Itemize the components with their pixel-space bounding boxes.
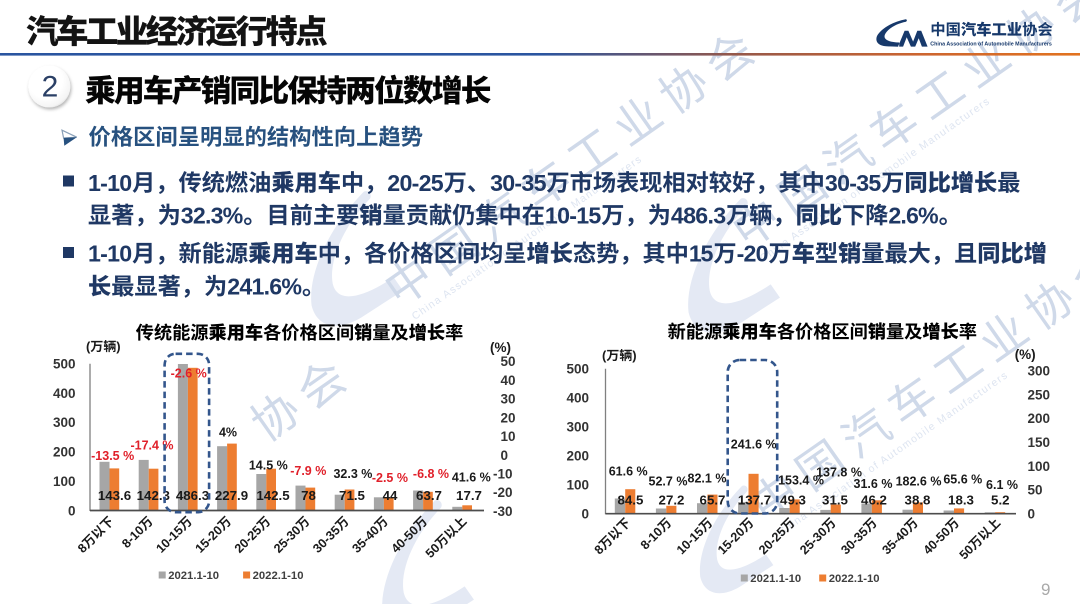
svg-text:41.6 %: 41.6 % [452, 471, 491, 485]
svg-text:500: 500 [53, 357, 76, 372]
svg-text:46.2: 46.2 [861, 492, 887, 507]
svg-text:(: ( [86, 339, 91, 354]
svg-text:-7.9 %: -7.9 % [290, 464, 326, 478]
svg-text:84.5: 84.5 [617, 492, 643, 507]
svg-text:-6.8 %: -6.8 % [413, 467, 449, 481]
svg-text:100: 100 [1028, 459, 1051, 474]
svg-text:30-35: 30-35 [825, 170, 881, 196]
svg-text:100: 100 [53, 474, 76, 489]
svg-text:0: 0 [501, 448, 509, 463]
svg-text:2.6%: 2.6% [888, 202, 938, 228]
svg-text:-17.4 %: -17.4 % [130, 438, 173, 452]
svg-text:-30: -30 [493, 504, 513, 519]
svg-text:486.3: 486.3 [671, 202, 726, 228]
svg-text:200: 200 [566, 449, 589, 464]
svg-text:40: 40 [501, 373, 516, 388]
svg-text:150: 150 [1028, 435, 1051, 450]
svg-text:-20: -20 [737, 241, 769, 267]
svg-text:486.3: 486.3 [176, 488, 209, 503]
svg-text:300: 300 [1028, 364, 1051, 379]
svg-text:18.3: 18.3 [948, 492, 974, 507]
svg-text:61.6 %: 61.6 % [609, 464, 648, 478]
svg-text:2022.1-10: 2022.1-10 [253, 570, 304, 582]
svg-text:82.1 %: 82.1 % [688, 471, 727, 485]
svg-text:400: 400 [566, 391, 589, 406]
svg-text:-13.5 %: -13.5 % [91, 449, 134, 463]
svg-text:44: 44 [383, 488, 398, 503]
svg-text:10-15: 10-15 [545, 202, 601, 228]
svg-text:-20: -20 [493, 485, 513, 500]
svg-text:65.7: 65.7 [700, 492, 726, 507]
svg-text:10: 10 [501, 429, 516, 444]
svg-text:China Association of Automobil: China Association of Automobile Manufact… [930, 41, 1052, 47]
svg-text:27.2: 27.2 [659, 492, 685, 507]
svg-text:137.7: 137.7 [738, 492, 771, 507]
svg-text:(%): (%) [1015, 347, 1036, 362]
svg-text:227.9: 227.9 [215, 488, 248, 503]
svg-text:241.6 %: 241.6 % [731, 437, 777, 451]
svg-text:78: 78 [301, 488, 316, 503]
svg-text:50: 50 [957, 542, 977, 562]
svg-text:300: 300 [53, 415, 76, 430]
svg-text:200: 200 [53, 445, 76, 460]
svg-text:20: 20 [501, 410, 516, 425]
svg-text:250: 250 [1028, 387, 1051, 402]
svg-text:4%: 4% [219, 425, 237, 439]
svg-text:32.3%: 32.3% [181, 202, 244, 228]
svg-text:): ) [632, 348, 636, 363]
svg-text:32.3 %: 32.3 % [333, 467, 372, 481]
svg-text:143.6: 143.6 [98, 488, 131, 503]
svg-text:153.4 %: 153.4 % [778, 473, 824, 487]
svg-text:182.6 %: 182.6 % [896, 474, 942, 488]
svg-text:1-10: 1-10 [88, 241, 132, 267]
svg-text:50: 50 [501, 354, 516, 369]
svg-text:31.5: 31.5 [822, 492, 848, 507]
svg-text:-2.6 %: -2.6 % [171, 366, 207, 380]
svg-text:142.3: 142.3 [137, 488, 170, 503]
svg-text:(: ( [602, 348, 607, 363]
svg-text:49.3: 49.3 [780, 492, 806, 507]
svg-text:(%): (%) [490, 340, 511, 355]
svg-text:71.5: 71.5 [339, 488, 365, 503]
svg-text:52.7 %: 52.7 % [649, 474, 688, 488]
svg-text:17.7: 17.7 [456, 488, 482, 503]
svg-text:2021.1-10: 2021.1-10 [750, 573, 801, 585]
svg-text:30: 30 [501, 392, 516, 407]
svg-text:142.5: 142.5 [256, 488, 290, 503]
svg-text:2021.1-10: 2021.1-10 [168, 570, 219, 582]
svg-text:400: 400 [53, 386, 76, 401]
svg-text:300: 300 [566, 420, 589, 435]
svg-text:14.5 %: 14.5 % [249, 459, 288, 473]
svg-text:38.8: 38.8 [905, 492, 931, 507]
svg-text:31.6 %: 31.6 % [854, 477, 893, 491]
svg-text:6.1 %: 6.1 % [986, 478, 1018, 492]
svg-text:50: 50 [1028, 483, 1043, 498]
svg-text:): ) [116, 339, 120, 354]
svg-text:0: 0 [1028, 507, 1036, 522]
svg-text:9: 9 [1041, 580, 1050, 599]
svg-text:100: 100 [566, 478, 589, 493]
svg-text:50: 50 [423, 541, 443, 561]
svg-text:63.7: 63.7 [416, 488, 442, 503]
svg-text:30-35: 30-35 [490, 170, 546, 196]
svg-text:1-10: 1-10 [88, 170, 132, 196]
svg-text:200: 200 [1028, 411, 1051, 426]
svg-text:241.6%: 241.6% [227, 274, 302, 300]
svg-text:65.6 %: 65.6 % [943, 472, 982, 486]
svg-text:0: 0 [581, 507, 589, 522]
svg-text:500: 500 [566, 362, 589, 377]
svg-text:2: 2 [42, 71, 59, 104]
svg-text:2022.1-10: 2022.1-10 [829, 573, 880, 585]
svg-text:137.8 %: 137.8 % [816, 465, 862, 479]
svg-text:20-25: 20-25 [387, 170, 443, 196]
svg-text:-2.5 %: -2.5 % [372, 471, 408, 485]
svg-text:-10: -10 [493, 467, 513, 482]
svg-text:0: 0 [68, 503, 76, 518]
svg-text:5.2: 5.2 [991, 492, 1010, 507]
svg-text:15: 15 [689, 241, 714, 267]
